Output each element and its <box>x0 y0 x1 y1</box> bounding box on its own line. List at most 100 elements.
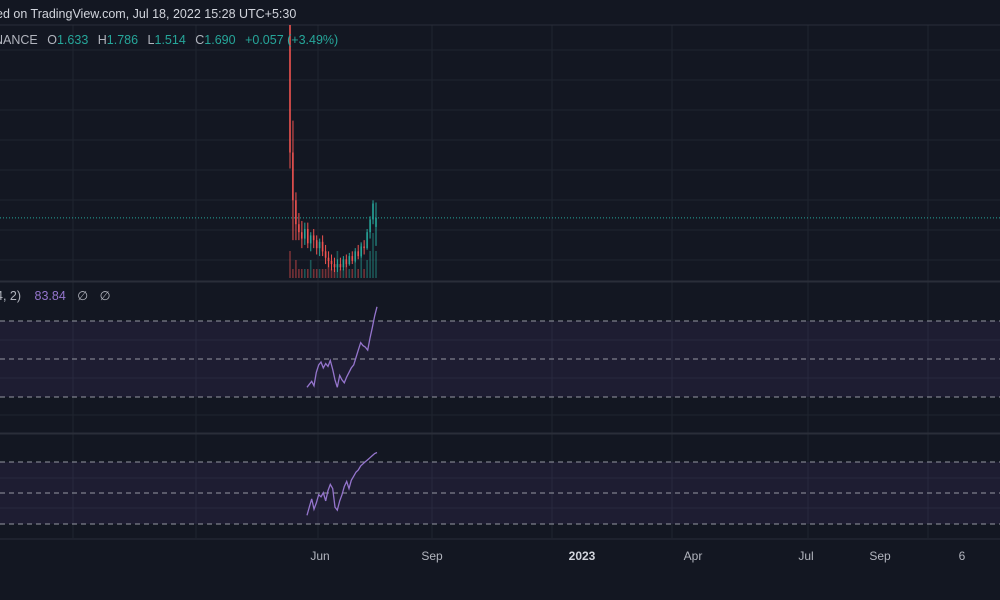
volume-bar-1 <box>292 269 294 278</box>
candle-body-14 <box>330 260 333 265</box>
candle-27 <box>369 216 371 239</box>
candle-body-25 <box>363 246 365 249</box>
candle-body-13 <box>327 257 330 261</box>
x-tick-label-6: 6 <box>958 549 966 563</box>
rsi-value: 83.84 <box>34 289 66 303</box>
volume-bar-25 <box>363 269 365 278</box>
rsi-params: 4, 2) <box>0 289 22 303</box>
candle-body-21 <box>351 256 354 261</box>
candle-body-16 <box>336 264 339 268</box>
candle-24 <box>360 243 362 258</box>
volume-bar-15 <box>333 269 336 278</box>
ohlc-legend: NANCE O1.633 H1.786 L1.514 C1.690 +0.057… <box>0 33 338 47</box>
candle-11 <box>321 235 324 257</box>
volume-bar-2 <box>295 260 297 278</box>
volume-bar-12 <box>324 269 327 278</box>
volume-bar-9 <box>315 269 318 278</box>
rsi1-line <box>306 306 378 388</box>
candle-body-20 <box>348 256 351 265</box>
volume-bar-19 <box>345 260 348 278</box>
candle-body-27 <box>369 219 371 233</box>
candle-body-6 <box>307 229 309 244</box>
low-label: L <box>147 33 155 47</box>
exchange-label: NANCE <box>0 33 38 47</box>
candle-1 <box>292 120 294 241</box>
volume-bar-7 <box>309 260 312 278</box>
candle-25 <box>363 240 365 255</box>
candle-6 <box>307 222 309 249</box>
candle-13 <box>327 251 330 268</box>
candle-28 <box>372 200 374 225</box>
volume-bar-22 <box>354 260 356 278</box>
high-label: H <box>97 33 107 47</box>
change-value: +0.057 (+3.49%) <box>245 33 339 47</box>
rsi-legend: 4, 2) 83.84 ∅ ∅ <box>0 288 111 303</box>
volume-bar-27 <box>369 251 371 278</box>
candle-body-29 <box>375 217 377 227</box>
rsi2-line <box>306 451 378 516</box>
candle-4 <box>301 221 303 249</box>
candle-body-28 <box>372 203 374 220</box>
rsi-na-2: ∅ <box>99 289 111 303</box>
candle-body-9 <box>315 240 318 249</box>
volume-bar-6 <box>307 269 309 278</box>
volume-bar-17 <box>339 269 342 278</box>
candle-12 <box>324 244 327 265</box>
candle-body-10 <box>318 241 321 249</box>
candle-19 <box>345 254 348 268</box>
candle-body-26 <box>366 232 368 249</box>
candle-16 <box>336 259 339 273</box>
candle-body-3 <box>298 224 300 233</box>
candle-0 <box>289 25 291 169</box>
published-text: ed on TradingView.com, Jul 18, 2022 15:2… <box>0 7 297 21</box>
close-label: C <box>195 33 205 47</box>
candle-body-4 <box>301 232 303 239</box>
candle-body-11 <box>321 241 324 252</box>
candle-body-17 <box>339 264 342 268</box>
candle-5 <box>304 222 306 245</box>
low-value: 1.514 <box>154 33 186 47</box>
open-label: O <box>47 33 57 47</box>
candle-body-22 <box>354 251 356 261</box>
high-value: 1.786 <box>106 33 139 47</box>
volume-bar-20 <box>348 269 351 278</box>
candle-9 <box>315 235 318 255</box>
candle-body-23 <box>357 251 359 257</box>
candle-15 <box>333 257 336 273</box>
candle-18 <box>342 256 345 271</box>
candle-body-19 <box>345 259 348 265</box>
candle-body-5 <box>304 229 306 239</box>
x-tick-label-3: Apr <box>683 549 703 563</box>
volume-bar-29 <box>375 251 377 278</box>
x-tick-label-0: Jun <box>310 549 330 563</box>
candle-29 <box>375 202 377 246</box>
volume-bar-14 <box>330 269 333 278</box>
volume-bar-11 <box>321 269 324 278</box>
volume-bar-0 <box>289 251 291 278</box>
candle-body-0 <box>289 25 291 153</box>
candle-22 <box>354 248 356 263</box>
x-tick-label-5: Sep <box>869 549 891 563</box>
volume-bar-18 <box>342 269 345 278</box>
volume-bar-13 <box>327 260 330 278</box>
x-tick-label-4: Jul <box>798 549 814 563</box>
candle-body-7 <box>309 235 312 244</box>
volume-bar-24 <box>360 242 362 278</box>
close-value: 1.690 <box>204 33 236 47</box>
candle-body-24 <box>360 246 362 257</box>
candle-7 <box>309 232 312 252</box>
candle-2 <box>295 192 297 241</box>
candle-3 <box>298 213 300 241</box>
candle-body-18 <box>342 259 345 268</box>
candle-20 <box>348 252 351 266</box>
published-caption: ed on TradingView.com, Jul 18, 2022 15:2… <box>0 7 296 21</box>
candle-14 <box>330 254 333 271</box>
candle-21 <box>351 251 354 265</box>
volume-bar-4 <box>301 269 303 278</box>
candle-8 <box>312 229 315 249</box>
volume-bar-5 <box>304 269 306 278</box>
x-tick-label-1: Sep <box>421 549 443 563</box>
candle-body-1 <box>292 152 294 201</box>
